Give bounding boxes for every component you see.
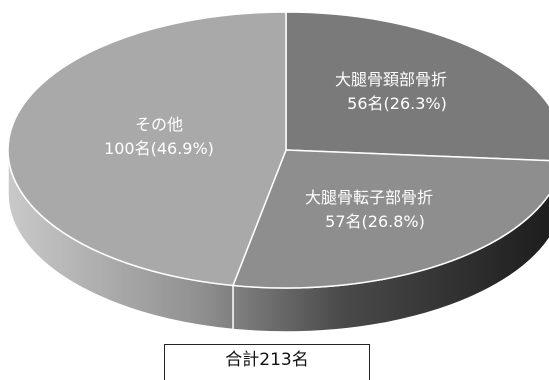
slice-label-femoral-neck: 大腿骨頚部骨折 56名(26.3%)	[316, 68, 466, 116]
slice-name-other: その他	[134, 115, 183, 134]
slice-value-other: 100名(46.9%)	[104, 139, 214, 158]
pie-top-layer	[7, 11, 549, 289]
slice-name-trochanteric: 大腿骨転子部骨折	[304, 188, 433, 207]
slice-other	[7, 11, 287, 287]
slice-femoral-neck	[285, 11, 549, 162]
slice-value-femoral-neck: 56名(26.3%)	[347, 94, 447, 113]
slice-name-femoral-neck: 大腿骨頚部骨折	[334, 70, 447, 89]
slice-trochanteric	[232, 149, 549, 289]
slice-value-trochanteric: 57名(26.8%)	[325, 212, 425, 231]
slice-label-trochanteric: 大腿骨転子部骨折 57名(26.8%)	[294, 186, 444, 234]
slice-label-other: その他 100名(46.9%)	[74, 113, 244, 161]
total-label: 合計213名	[164, 344, 370, 380]
